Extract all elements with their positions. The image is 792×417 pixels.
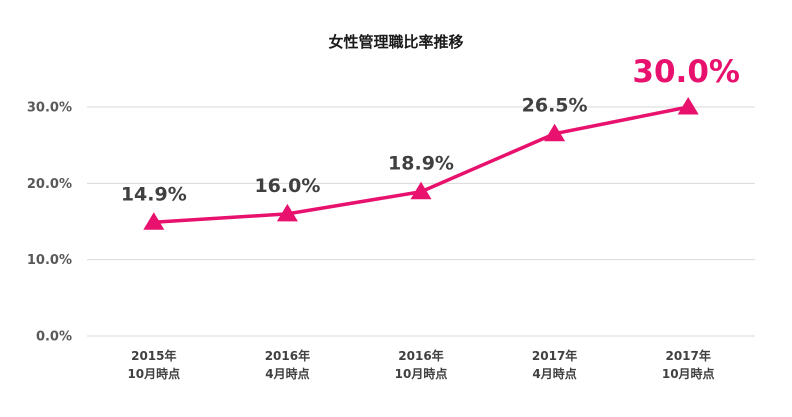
chart-title: 女性管理職比率推移 xyxy=(328,33,463,51)
x-axis: 2015年 10月時点 2016年 4月時点 2016年 10月時点 2017年 4月時点 20… xyxy=(127,348,714,381)
data-label: 26.5% xyxy=(522,95,588,117)
y-tick-label: 10.0% xyxy=(27,253,72,268)
y-tick-label: 30.0% xyxy=(27,101,72,116)
y-tick-label: 0.0% xyxy=(36,330,72,345)
x-tick-label: 2015年 10月時点 xyxy=(127,348,180,381)
y-tick-label: 20.0% xyxy=(27,177,72,192)
data-label: 18.9% xyxy=(388,153,454,175)
x-tick-label: 2017年 10月時点 xyxy=(662,348,715,381)
y-axis: 0.0% 10.0% 20.0% 30.0% xyxy=(27,101,72,345)
data-label-highlight: 30.0% xyxy=(632,54,740,90)
data-point-marker xyxy=(410,181,432,200)
data-point-marker xyxy=(544,123,566,142)
data-point-marker xyxy=(276,203,298,222)
data-labels-layer: 14.9% 16.0% 18.9% 26.5% 30.0% xyxy=(121,54,740,205)
series-layer xyxy=(143,97,699,230)
data-label: 14.9% xyxy=(121,183,187,205)
x-tick-label: 2017年 4月時点 xyxy=(532,348,577,381)
x-tick-label: 2016年 10月時点 xyxy=(395,348,448,381)
data-point-marker xyxy=(143,212,165,230)
x-tick-label: 2016年 4月時点 xyxy=(265,348,310,381)
data-label: 16.0% xyxy=(254,175,320,197)
data-point-marker xyxy=(677,97,699,115)
